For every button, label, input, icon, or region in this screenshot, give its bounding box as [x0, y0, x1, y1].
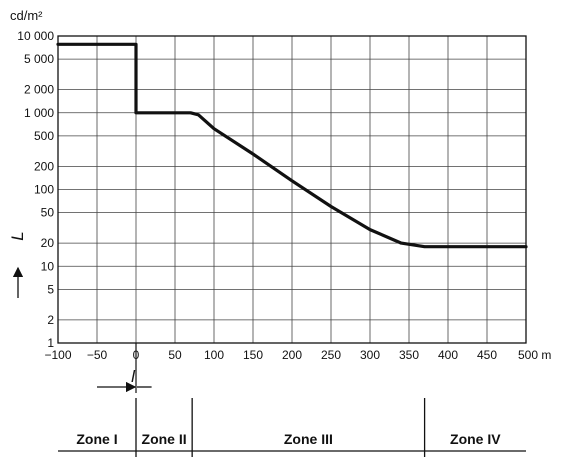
curve-layer [56, 42, 528, 249]
y-tick-label: 50 [41, 206, 55, 220]
x-tick-label: 350 [399, 348, 419, 362]
y-tick-label: 500 [34, 129, 54, 143]
x-tick-label: 200 [282, 348, 302, 362]
zone-label: Zone IV [450, 431, 501, 447]
x-tick-label: 250 [321, 348, 341, 362]
x-tick-label: −100 [44, 348, 71, 362]
y-tick-label: 20 [41, 236, 55, 250]
x-tick-label: 400 [438, 348, 458, 362]
length-symbol: l [131, 367, 136, 386]
y-tick-label: 2 [47, 313, 54, 327]
y-tick-label: 5 000 [24, 52, 54, 66]
x-tick-label: 300 [360, 348, 380, 362]
x-tick-label: 500 m [518, 348, 551, 362]
y-tick-label: 2 000 [24, 83, 54, 97]
x-tick-label: −50 [87, 348, 108, 362]
grid [57, 35, 527, 344]
x-tick-label: 450 [477, 348, 497, 362]
plot-frame [57, 35, 527, 344]
luminance-curve [56, 42, 528, 249]
y-tick-label: 200 [34, 159, 54, 173]
tick-labels: −100−50050100150200250300350400450500 m1… [17, 29, 551, 362]
x-tick-label: 100 [204, 348, 224, 362]
annotations: l [97, 343, 152, 393]
zone-label: Zone II [142, 431, 187, 447]
axis-titles: cd/m² L [8, 8, 43, 298]
y-tick-label: 1 000 [24, 106, 54, 120]
zone-label: Zone I [76, 431, 117, 447]
y-tick-label: 100 [34, 183, 54, 197]
zone-label: Zone III [284, 431, 333, 447]
plot-border [57, 35, 527, 344]
y-axis-unit: cd/m² [10, 8, 43, 23]
y-tick-label: 10 000 [17, 29, 54, 43]
y-tick-label: 10 [41, 259, 55, 273]
x-tick-label: 150 [243, 348, 263, 362]
x-tick-label: 50 [168, 348, 182, 362]
zone-bar: Zone I Zone II Zone III Zone IV [58, 398, 526, 457]
y-tick-label: 5 [47, 282, 54, 296]
y-tick-label: 1 [47, 336, 54, 350]
y-axis-label: L [8, 231, 27, 240]
